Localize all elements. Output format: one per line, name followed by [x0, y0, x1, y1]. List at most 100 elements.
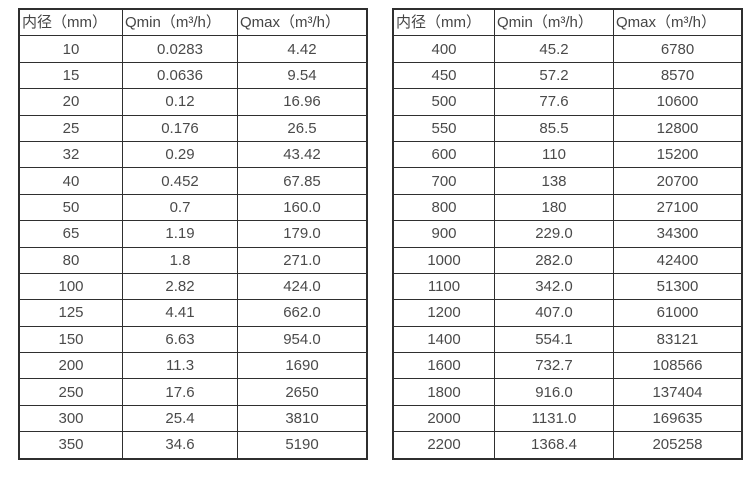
table-row: 600 110 15200	[392, 140, 743, 169]
table-row: 125 4.41 662.0	[18, 299, 368, 327]
column-header: Qmax（m³/h）	[237, 8, 368, 37]
table-cell: 1368.4	[494, 431, 614, 460]
table-cell: 1600	[392, 352, 495, 380]
table-cell: 138	[494, 167, 614, 195]
table-cell: 80	[18, 246, 123, 274]
table-cell: 5190	[237, 431, 368, 460]
table-cell: 282.0	[494, 246, 614, 274]
table-cell: 1100	[392, 272, 495, 301]
table-cell: 424.0	[237, 272, 368, 301]
table-cell: 6.63	[122, 325, 238, 354]
table-row: 350 34.6 5190	[18, 431, 368, 460]
table-row: 20 0.12 16.96	[18, 88, 368, 116]
table-cell: 4.42	[237, 35, 368, 63]
table-cell: 26.5	[237, 114, 368, 142]
table-row: 65 1.19 179.0	[18, 220, 368, 248]
table-row: 700 138 20700	[392, 167, 743, 195]
table-row: 800 180 27100	[392, 193, 743, 222]
table-cell: 34.6	[122, 431, 238, 460]
table-cell: 42400	[613, 246, 743, 274]
table-cell: 800	[392, 193, 495, 222]
table-row: 1800 916.0 137404	[392, 378, 743, 406]
table-cell: 16.96	[237, 88, 368, 116]
table-row: 15 0.0636 9.54	[18, 61, 368, 90]
table-cell: 108566	[613, 352, 743, 380]
table-row: 1600 732.7 108566	[392, 352, 743, 380]
table-row: 80 1.8 271.0	[18, 246, 368, 274]
table-cell: 350	[18, 431, 123, 460]
header-row: 内径（mm） Qmin（m³/h） Qmax（m³/h）	[18, 8, 368, 37]
table-cell: 600	[392, 140, 495, 169]
table-cell: 25.4	[122, 404, 238, 433]
table-cell: 200	[18, 352, 123, 380]
table-cell: 300	[18, 404, 123, 433]
table-cell: 407.0	[494, 299, 614, 327]
table-cell: 160.0	[237, 193, 368, 222]
table-row: 100 2.82 424.0	[18, 272, 368, 301]
table-cell: 180	[494, 193, 614, 222]
table-cell: 1800	[392, 378, 495, 406]
table-row: 40 0.452 67.85	[18, 167, 368, 195]
table-row: 25 0.176 26.5	[18, 114, 368, 142]
table-row: 900 229.0 34300	[392, 220, 743, 248]
column-header: Qmax（m³/h）	[613, 8, 743, 37]
table-cell: 20	[18, 88, 123, 116]
table-cell: 0.0636	[122, 61, 238, 90]
table-cell: 1690	[237, 352, 368, 380]
table-cell: 77.6	[494, 88, 614, 116]
table-cell: 1400	[392, 325, 495, 354]
table-cell: 0.452	[122, 167, 238, 195]
table-cell: 554.1	[494, 325, 614, 354]
table-cell: 0.0283	[122, 35, 238, 63]
table-row: 1400 554.1 83121	[392, 325, 743, 354]
table-row: 550 85.5 12800	[392, 114, 743, 142]
table-cell: 1131.0	[494, 404, 614, 433]
table-cell: 10600	[613, 88, 743, 116]
table-row: 400 45.2 6780	[392, 35, 743, 63]
table-row: 50 0.7 160.0	[18, 193, 368, 222]
table-cell: 32	[18, 140, 123, 169]
table-cell: 67.85	[237, 167, 368, 195]
table-cell: 45.2	[494, 35, 614, 63]
table-cell: 916.0	[494, 378, 614, 406]
table-cell: 100	[18, 272, 123, 301]
table-cell: 40	[18, 167, 123, 195]
table-cell: 450	[392, 61, 495, 90]
table-cell: 1.8	[122, 246, 238, 274]
table-cell: 50	[18, 193, 123, 222]
table-cell: 662.0	[237, 299, 368, 327]
table-row: 10 0.0283 4.42	[18, 35, 368, 63]
table-cell: 342.0	[494, 272, 614, 301]
table-cell: 11.3	[122, 352, 238, 380]
table-cell: 0.12	[122, 88, 238, 116]
table-row: 1000 282.0 42400	[392, 246, 743, 274]
table-row: 1200 407.0 61000	[392, 299, 743, 327]
table-cell: 0.7	[122, 193, 238, 222]
table-row: 450 57.2 8570	[392, 61, 743, 90]
table-cell: 12800	[613, 114, 743, 142]
table-cell: 6780	[613, 35, 743, 63]
table-cell: 25	[18, 114, 123, 142]
table-cell: 271.0	[237, 246, 368, 274]
table-cell: 83121	[613, 325, 743, 354]
table-cell: 125	[18, 299, 123, 327]
flow-range-table-large-diameters: 内径（mm） Qmin（m³/h） Qmax（m³/h） 400 45.2 6780 450…	[392, 8, 743, 460]
table-cell: 9.54	[237, 61, 368, 90]
column-header: 内径（mm）	[18, 8, 123, 37]
table-cell: 85.5	[494, 114, 614, 142]
table-cell: 0.176	[122, 114, 238, 142]
table-cell: 2000	[392, 404, 495, 433]
table-cell: 900	[392, 220, 495, 248]
table-cell: 110	[494, 140, 614, 169]
table-cell: 3810	[237, 404, 368, 433]
table-row: 2000 1131.0 169635	[392, 404, 743, 433]
table-row: 500 77.6 10600	[392, 88, 743, 116]
table-cell: 1.19	[122, 220, 238, 248]
table-cell: 229.0	[494, 220, 614, 248]
table-cell: 61000	[613, 299, 743, 327]
table-cell: 27100	[613, 193, 743, 222]
table-row: 32 0.29 43.42	[18, 140, 368, 169]
table-cell: 250	[18, 378, 123, 406]
table-cell: 2650	[237, 378, 368, 406]
